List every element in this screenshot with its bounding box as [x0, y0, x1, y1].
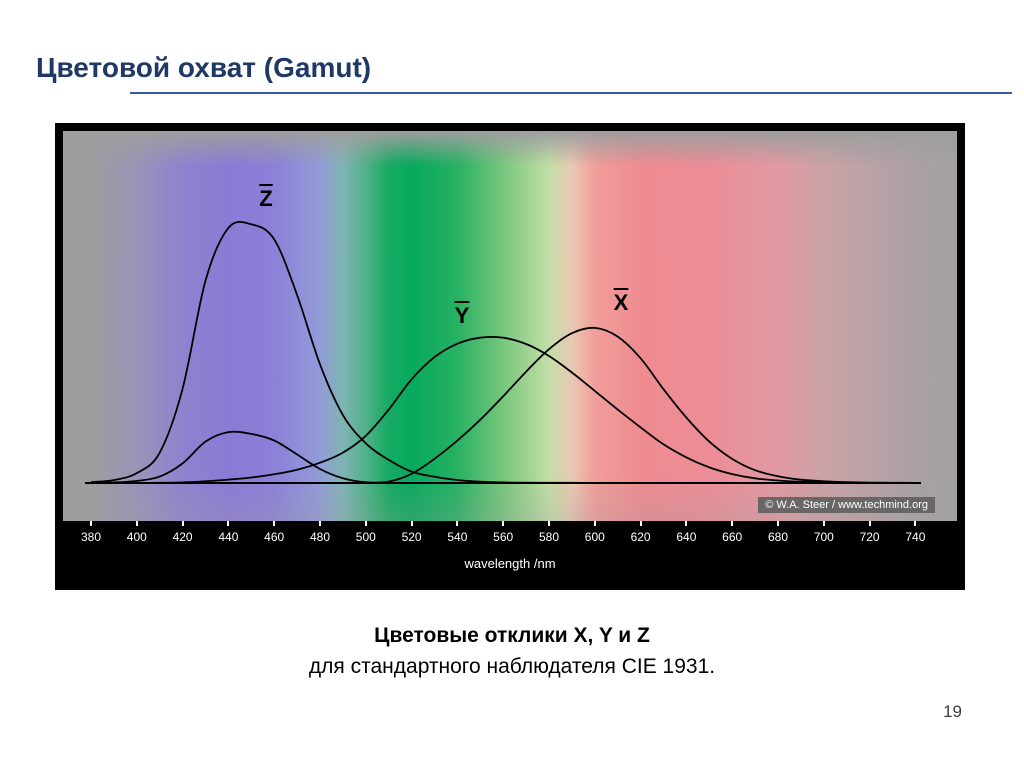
- curve-label-z: Z: [259, 186, 273, 211]
- x-tick-label: 580: [538, 530, 560, 544]
- caption-line-2: для стандартного наблюдателя CIE 1931.: [308, 654, 716, 678]
- x-tick-mark: [777, 521, 779, 526]
- x-tick-label: 520: [401, 530, 422, 544]
- x-tick-mark: [914, 521, 917, 526]
- x-tick-label: 620: [630, 530, 651, 544]
- x-tick-label: 700: [813, 530, 834, 544]
- title-rule: [130, 92, 1012, 94]
- x-axis-title: wavelength /nm: [464, 556, 556, 571]
- x-tick-label: 720: [859, 530, 880, 544]
- x-tick-mark: [181, 521, 184, 526]
- x-tick-mark: [685, 521, 688, 526]
- x-axis-ticks: 380 400 420 440 460 480 500 520 540 560 580 600 620 6…: [63, 521, 957, 582]
- x-tick-mark: [364, 521, 367, 526]
- x-tick-mark: [135, 521, 138, 526]
- figure-caption: Цветовые отклики X, Y и Z для стандартно…: [0, 620, 1024, 681]
- chart-plot-area: Z Y X © W.A. Steer / www.techmind.org: [63, 131, 957, 521]
- credit-watermark: © W.A. Steer / www.techmind.org: [758, 497, 935, 513]
- x-tick-mark: [593, 521, 596, 526]
- x-tick-mark: [410, 521, 413, 526]
- x-tick-mark: [868, 521, 871, 526]
- x-tick-label: 560: [493, 530, 514, 544]
- curve-label-y: Y: [454, 303, 470, 328]
- x-tick-label: 460: [264, 530, 285, 544]
- x-tick-mark: [90, 521, 92, 526]
- x-tick-label: 600: [584, 530, 605, 544]
- curve-label-x: X: [613, 290, 629, 315]
- x-tick-mark: [273, 521, 276, 526]
- x-tick-mark: [731, 521, 734, 526]
- x-tick-label: 500: [355, 530, 376, 544]
- curve-z-bar: [90, 220, 916, 484]
- curve-y-bar: [90, 336, 916, 484]
- x-tick-mark: [822, 521, 825, 526]
- x-tick-label: 420: [172, 530, 193, 544]
- x-tick-label: 640: [676, 530, 697, 544]
- cie-chart-figure: Z Y X © W.A. Steer / www.techmind.org 38…: [55, 123, 965, 590]
- x-tick-label: 660: [722, 530, 743, 544]
- caption-line-1: Цветовые отклики X, Y и Z: [374, 624, 650, 647]
- x-axis-band: 380 400 420 440 460 480 500 520 540 560 580 600 620 6…: [63, 521, 957, 582]
- page-number: 19: [943, 702, 962, 721]
- x-tick-label: 440: [218, 530, 239, 544]
- x-tick-mark: [502, 521, 505, 526]
- x-tick-mark: [548, 521, 550, 526]
- x-tick-mark: [319, 521, 321, 526]
- curve-x-bar: [90, 326, 916, 484]
- page-title: Цветовой охват (Gamut): [36, 52, 372, 83]
- x-tick-label: 680: [767, 530, 789, 544]
- x-tick-label: 480: [309, 530, 331, 544]
- x-tick-mark: [227, 521, 230, 526]
- chart-curves: [85, 220, 921, 484]
- x-tick-label: 400: [126, 530, 147, 544]
- x-tick-mark: [456, 521, 459, 526]
- x-tick-label: 540: [447, 530, 468, 544]
- x-tick-mark: [639, 521, 642, 526]
- x-tick-label: 380: [80, 530, 102, 544]
- x-tick-label: 740: [905, 530, 926, 544]
